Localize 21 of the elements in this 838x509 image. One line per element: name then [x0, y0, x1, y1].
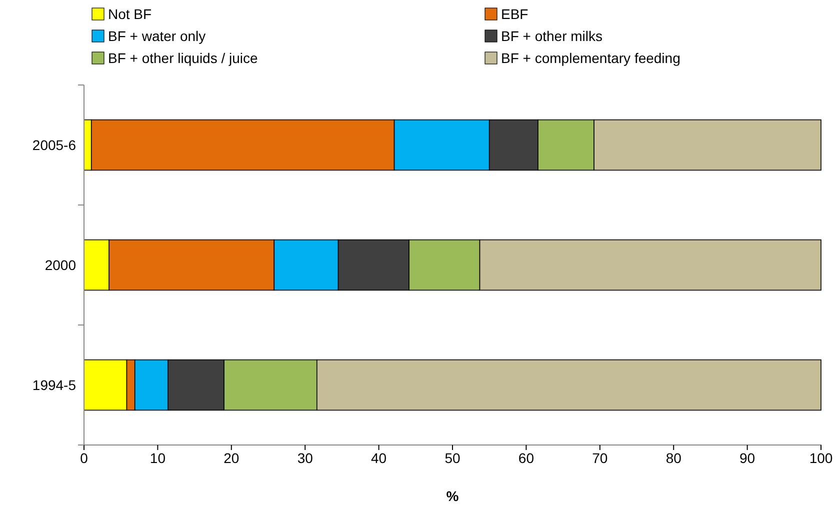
legend-label: BF + complementary feeding: [501, 50, 680, 66]
legend-label: Not BF: [108, 6, 152, 22]
x-tick-label: 40: [371, 450, 387, 466]
legend-label: BF + other liquids / juice: [108, 50, 258, 66]
legend-label: EBF: [501, 6, 528, 22]
y-tick-label: 2005-6: [32, 136, 76, 153]
y-tick-label: 1994-5: [32, 376, 76, 393]
x-tick-label: 20: [224, 450, 240, 466]
x-tick-label: 100: [809, 450, 833, 466]
x-tick-label: 50: [444, 450, 460, 466]
x-tick-label: 90: [740, 450, 756, 466]
x-tick-label: 30: [297, 450, 314, 466]
x-axis-title: %: [446, 488, 460, 504]
x-tick-label: 60: [518, 450, 534, 466]
x-tick-label: 70: [592, 450, 608, 466]
x-tick-label: 80: [666, 450, 682, 466]
x-tick-label: 0: [80, 450, 88, 466]
y-tick-label: 2000: [44, 256, 76, 273]
legend-label: BF + other milks: [501, 28, 603, 44]
legend-label: BF + water only: [108, 28, 206, 44]
x-tick-label: 10: [150, 450, 166, 466]
